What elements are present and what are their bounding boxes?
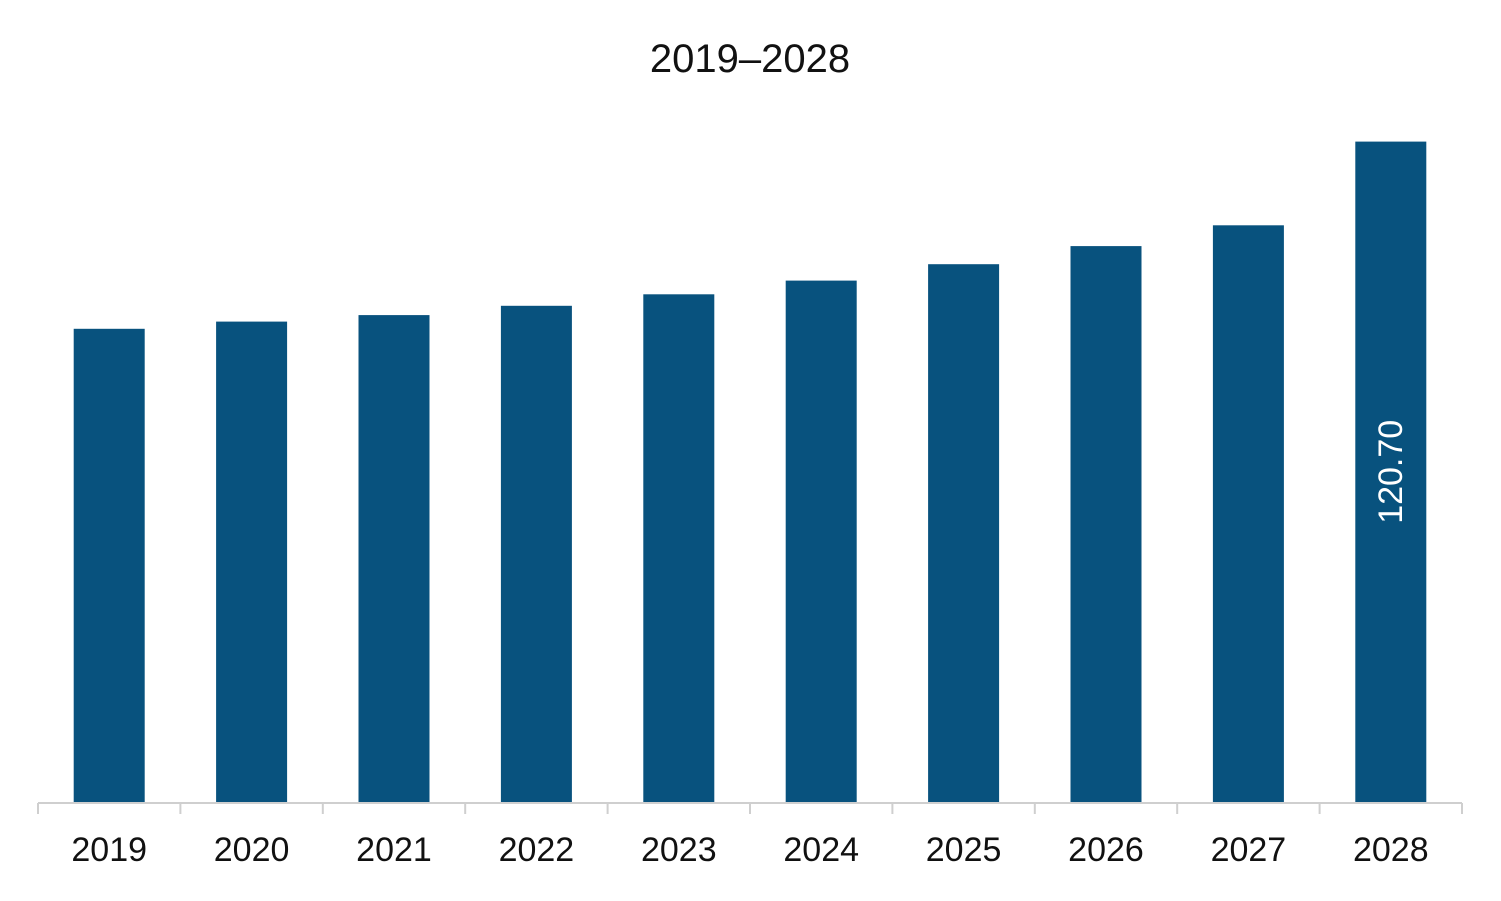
chart-title: 2019–2028 xyxy=(650,37,850,81)
x-tick-label: 2020 xyxy=(214,831,290,869)
data-labels: 120.70 xyxy=(1372,420,1410,524)
x-tick-label: 2024 xyxy=(783,831,859,869)
bar-2020 xyxy=(216,321,288,802)
x-tick-label: 2026 xyxy=(1068,831,1144,869)
x-tick-labels: 2019 2020 2021 2022 2023 2024 2025 2026 2027 2028 xyxy=(71,831,1428,869)
bar-2027 xyxy=(1212,225,1284,803)
x-tick-label: 2025 xyxy=(926,831,1002,869)
x-tick-label: 2022 xyxy=(499,831,575,869)
bar-2026 xyxy=(1070,246,1142,803)
bar-2023 xyxy=(643,294,715,802)
bar-2021 xyxy=(358,315,430,802)
bars-layer xyxy=(73,141,1427,803)
x-axis xyxy=(37,802,1463,814)
bar-2028 xyxy=(1355,141,1427,803)
x-tick-label: 2027 xyxy=(1211,831,1287,869)
bar-2022 xyxy=(500,305,572,802)
bar-2024 xyxy=(785,280,857,803)
data-label-2028: 120.70 xyxy=(1372,420,1410,524)
bar-2019 xyxy=(73,328,145,802)
x-tick-label: 2028 xyxy=(1353,831,1429,869)
x-tick-label: 2019 xyxy=(71,831,147,869)
x-tick-label: 2023 xyxy=(641,831,717,869)
bar-2025 xyxy=(928,264,1000,802)
x-tick-label: 2021 xyxy=(356,831,432,869)
